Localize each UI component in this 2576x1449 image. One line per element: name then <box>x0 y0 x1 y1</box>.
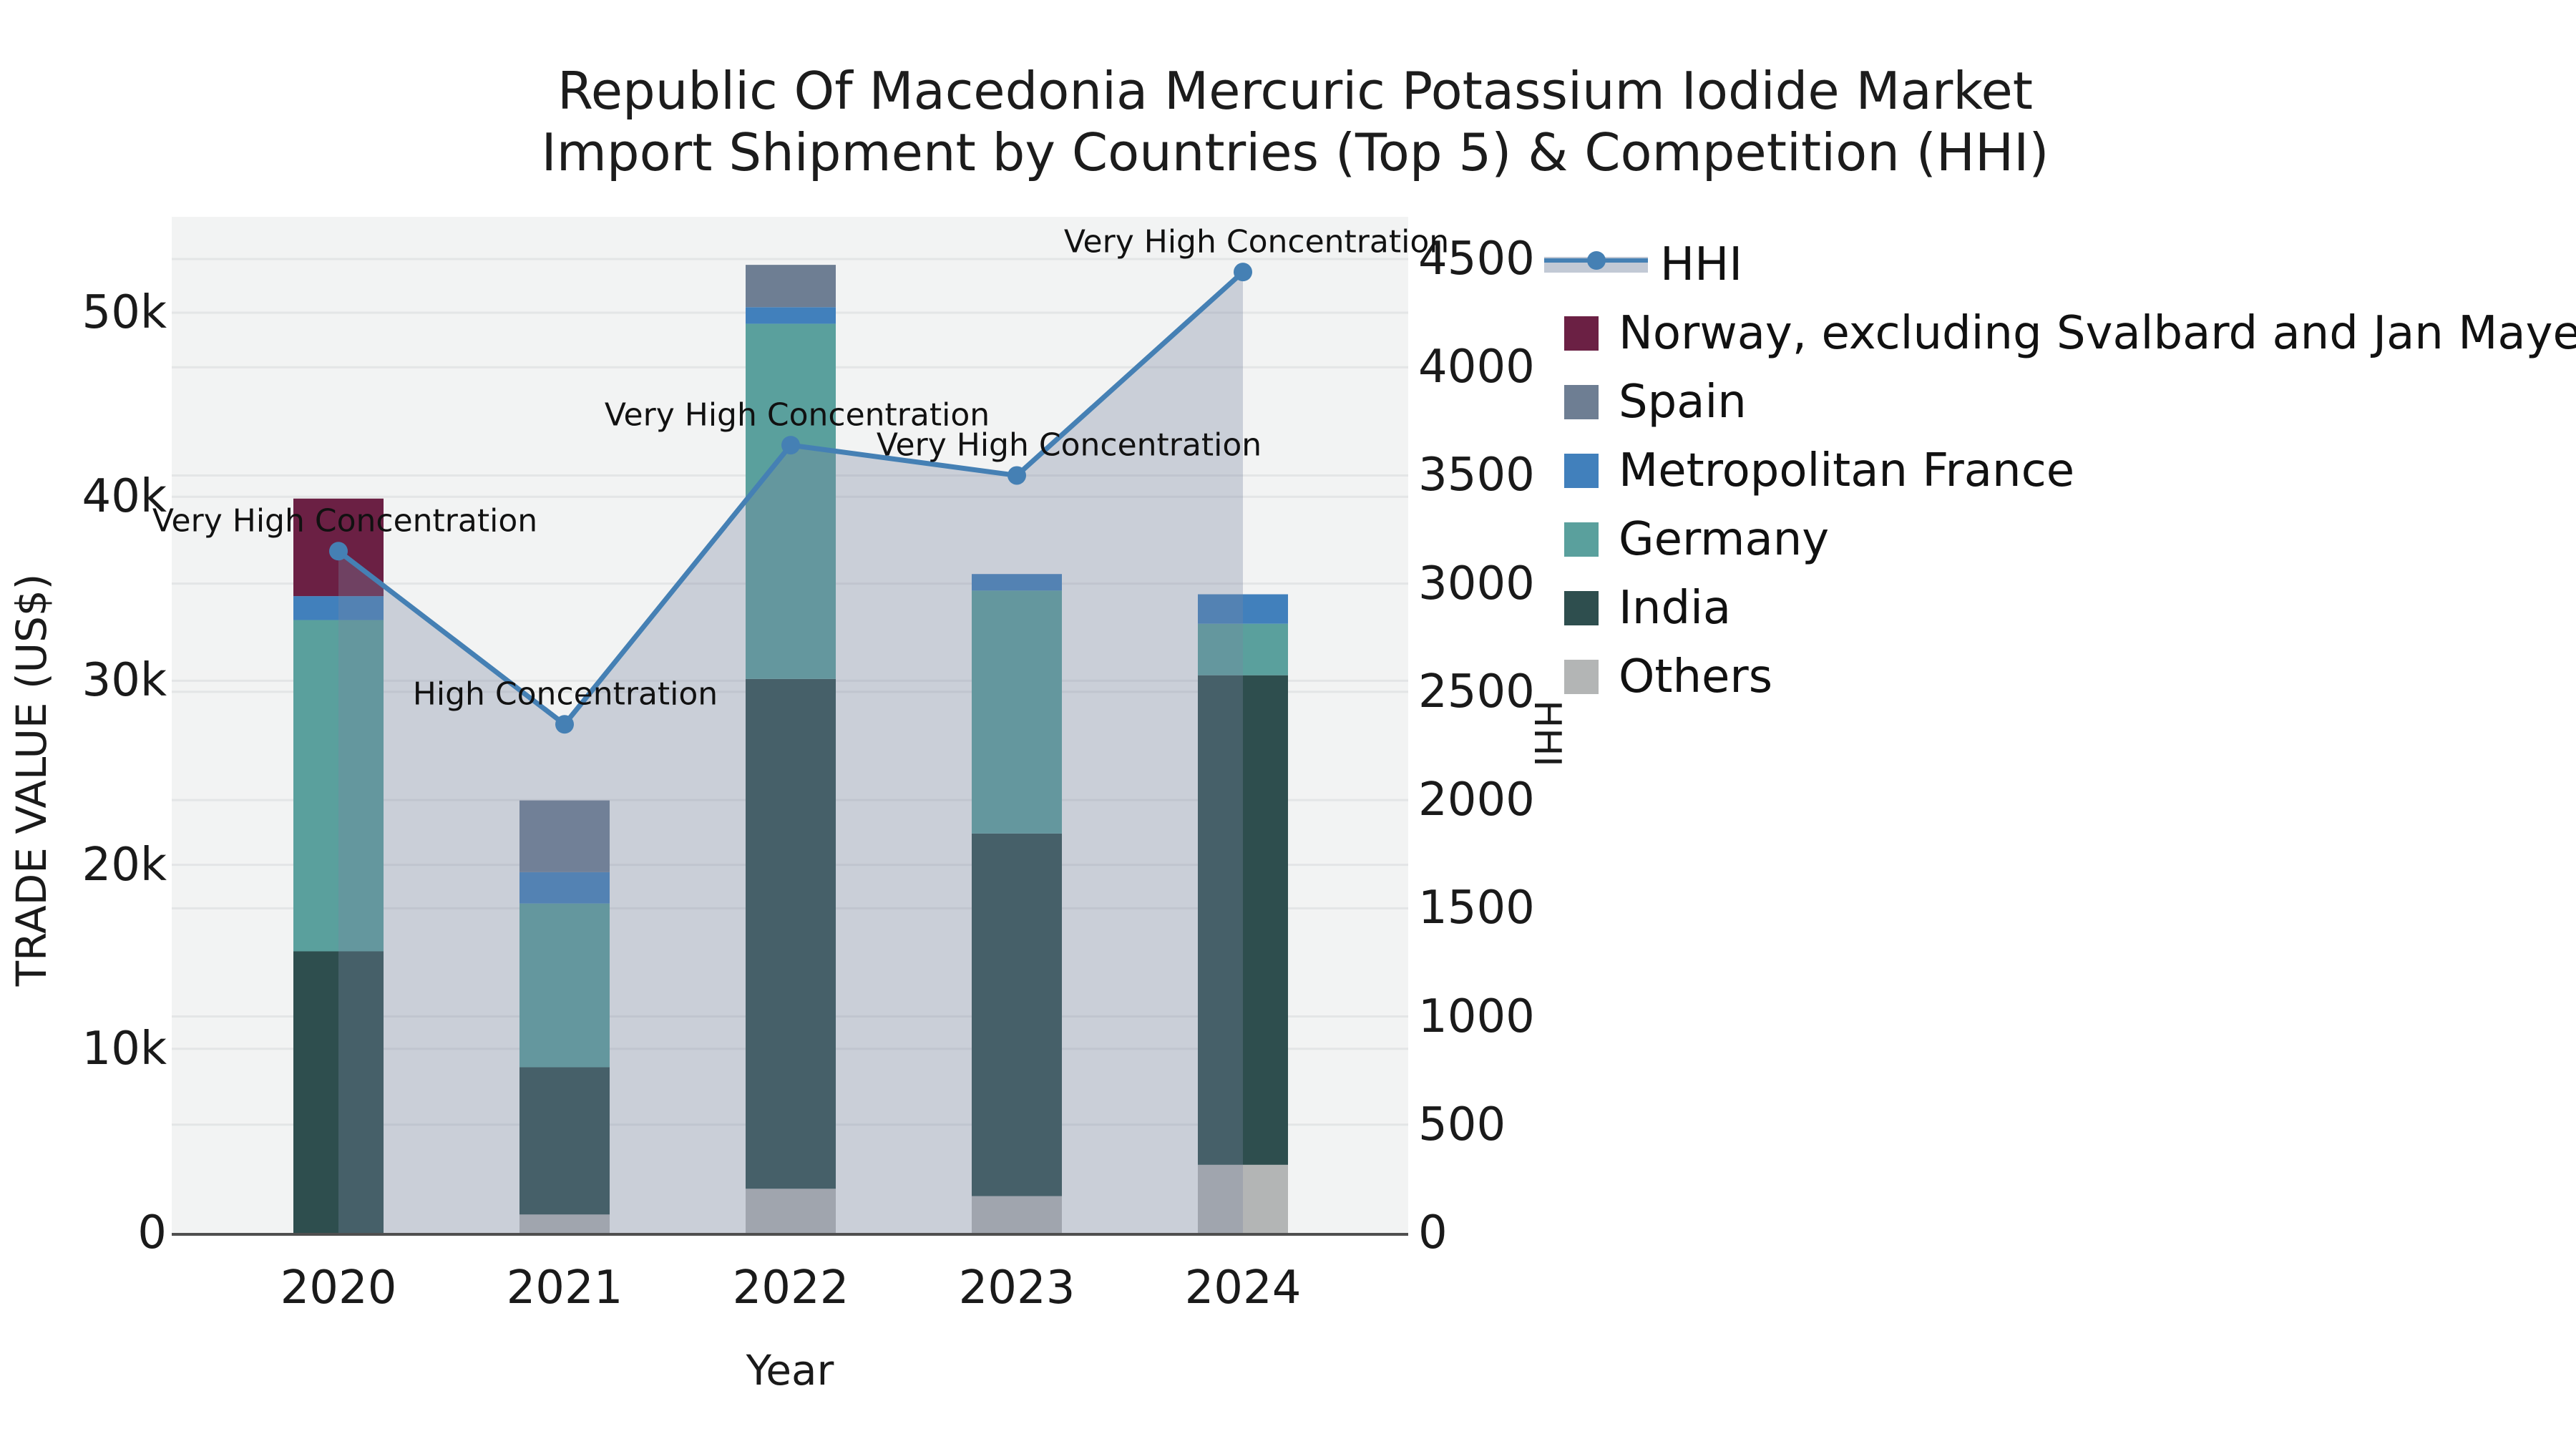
y-tick-left: 40k <box>82 470 167 524</box>
legend-hhi-marker <box>1586 251 1606 270</box>
y-tick-right: 1000 <box>1418 990 1535 1043</box>
legend-swatch <box>1564 385 1599 419</box>
legend-item-label: Norway, excluding Svalbard and Jan Mayen <box>1619 307 2576 360</box>
bar-segment <box>1198 594 1288 624</box>
bar-segment <box>746 265 836 308</box>
y-axis-label-left: TRADE VALUE (US$) <box>7 573 56 987</box>
bar-segment <box>519 903 610 1068</box>
y-tick-right: 500 <box>1418 1098 1506 1151</box>
bar-segment <box>972 574 1062 591</box>
hhi-annotation: Very High Concentration <box>876 426 1262 464</box>
hhi-annotation: Very High Concentration <box>1063 223 1450 260</box>
bar-segment <box>519 1214 610 1233</box>
hhi-annotation: High Concentration <box>412 675 718 713</box>
legend-item-label: HHI <box>1660 238 1743 291</box>
bar-segment <box>1198 623 1288 675</box>
chart-title: Republic Of Macedonia Mercuric Potassium… <box>542 60 2049 183</box>
legend-item-label: Germany <box>1619 513 1830 566</box>
chart-title-line1: Republic Of Macedonia Mercuric Potassium… <box>557 61 2034 121</box>
y-tick-right: 2500 <box>1418 665 1535 718</box>
y-tick-left: 50k <box>82 286 167 339</box>
bar-segment <box>519 872 610 904</box>
legend-swatch <box>1564 660 1599 694</box>
y-tick-left: 10k <box>82 1022 167 1075</box>
y-tick-right: 0 <box>1418 1206 1448 1259</box>
legend-item-label: India <box>1619 582 1732 635</box>
legend-swatch <box>1564 316 1599 351</box>
x-tick: 2021 <box>506 1262 623 1314</box>
hhi-marker <box>1008 466 1026 485</box>
y-tick-right: 2000 <box>1418 774 1535 827</box>
bar-segment <box>293 596 384 620</box>
bar-segment <box>1198 1164 1288 1233</box>
chart-title-line2: Import Shipment by Countries (Top 5) & C… <box>541 122 2049 182</box>
hhi-annotation: Very High Concentration <box>604 396 990 434</box>
bar-segment <box>746 678 836 1189</box>
x-tick: 2024 <box>1184 1262 1302 1314</box>
bar-segment <box>972 833 1062 1196</box>
x-axis-label: Year <box>746 1346 834 1395</box>
hhi-marker <box>555 715 574 734</box>
bar-segment <box>293 620 384 952</box>
y-tick-right: 3000 <box>1418 557 1535 610</box>
y-tick-right: 4000 <box>1418 341 1535 394</box>
bar-segment <box>293 951 384 1233</box>
bar-segment <box>746 307 836 324</box>
hhi-marker <box>781 436 800 455</box>
bar-segment <box>746 323 836 679</box>
y-tick-right: 1500 <box>1418 882 1535 935</box>
bar-segment <box>519 800 610 872</box>
x-tick: 2020 <box>280 1262 397 1314</box>
bar-segment <box>746 1189 836 1233</box>
y-tick-right: 4500 <box>1418 233 1535 286</box>
hhi-marker <box>329 542 348 561</box>
bar-segment <box>972 590 1062 834</box>
legend-item-label: Spain <box>1619 376 1747 429</box>
y-tick-left: 20k <box>82 838 167 892</box>
legend-swatch <box>1564 522 1599 557</box>
hhi-area <box>338 272 1243 1233</box>
legend-hhi-glyph <box>1544 251 1648 278</box>
legend-swatch <box>1564 591 1599 625</box>
bar-segment <box>519 1067 610 1215</box>
y-tick-left: 30k <box>82 654 167 708</box>
y-tick-right: 3500 <box>1418 449 1535 502</box>
x-tick: 2023 <box>958 1262 1075 1314</box>
legend-item-label: Others <box>1619 650 1773 703</box>
bar-segment <box>1198 675 1288 1165</box>
legend-item-label: Metropolitan France <box>1619 444 2075 497</box>
bar-segment <box>972 1196 1062 1233</box>
y-tick-left: 0 <box>137 1206 167 1259</box>
hhi-marker <box>1234 263 1252 282</box>
x-tick: 2022 <box>732 1262 849 1314</box>
legend-swatch <box>1564 454 1599 488</box>
hhi-annotation: Very High Concentration <box>152 502 538 540</box>
